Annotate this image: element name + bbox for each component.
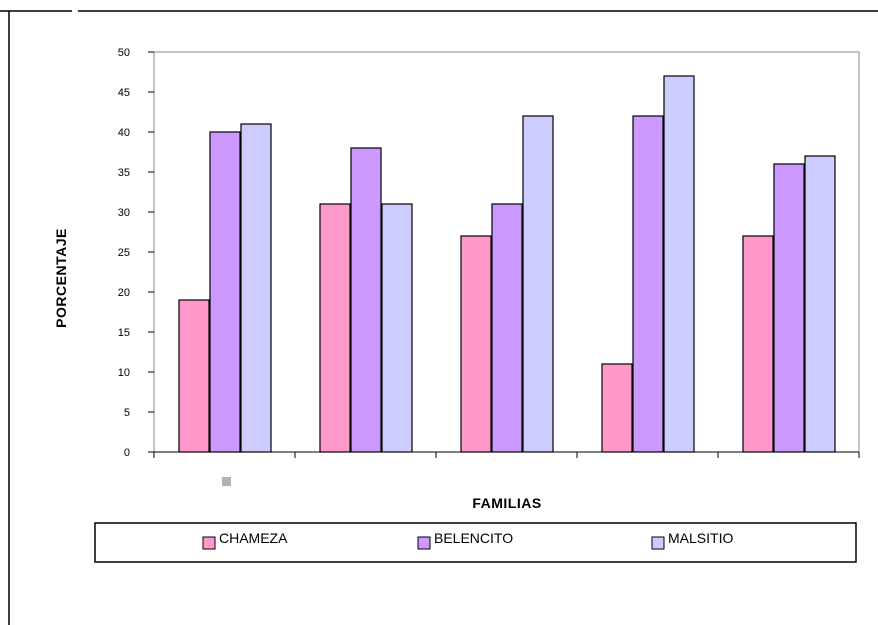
y-tick-label: 50 bbox=[118, 47, 130, 59]
bars-group bbox=[178, 75, 836, 453]
bar-chameza bbox=[319, 203, 351, 453]
stray-marker bbox=[222, 477, 231, 486]
bar-chameza bbox=[460, 235, 492, 453]
legend-label-malsitio: MALSITIO bbox=[668, 530, 733, 546]
plot-area: 0 5 10 15 20 25 30 35 40 45 50 bbox=[118, 47, 860, 459]
bar-belencito bbox=[350, 147, 382, 453]
y-tick-label: 0 bbox=[124, 447, 130, 459]
legend-label-chameza: CHAMEZA bbox=[219, 530, 288, 546]
legend-swatch-chameza bbox=[202, 536, 216, 550]
y-tick-label: 40 bbox=[118, 127, 130, 139]
bar-belencito bbox=[773, 163, 805, 453]
bar-chameza bbox=[601, 363, 633, 453]
y-tick-label: 5 bbox=[124, 407, 130, 419]
legend: CHAMEZA BELENCITO MALSITIO bbox=[94, 522, 857, 563]
bar-belencito bbox=[632, 115, 664, 453]
bar-chameza bbox=[178, 299, 210, 453]
bar-chameza bbox=[742, 235, 774, 453]
y-tick-label: 20 bbox=[118, 287, 130, 299]
legend-label-belencito: BELENCITO bbox=[434, 530, 513, 546]
y-tick-label: 25 bbox=[118, 247, 130, 259]
y-tick-label: 30 bbox=[118, 207, 130, 219]
bar-belencito bbox=[209, 131, 241, 453]
y-axis: 0 5 10 15 20 25 30 35 40 45 50 bbox=[118, 47, 154, 459]
x-axis bbox=[153, 451, 860, 458]
bar-malsitio bbox=[240, 123, 272, 453]
bar-belencito bbox=[491, 203, 523, 453]
bar-malsitio bbox=[663, 75, 695, 453]
y-tick-label: 15 bbox=[118, 327, 130, 339]
y-axis-title: PORCENTAJE bbox=[53, 228, 69, 328]
bar-malsitio bbox=[804, 155, 836, 453]
x-axis-title: FAMILIAS bbox=[472, 495, 541, 511]
bar-malsitio bbox=[522, 115, 554, 453]
y-tick-label: 35 bbox=[118, 167, 130, 179]
legend-swatch-belencito bbox=[417, 536, 431, 550]
y-tick-label: 45 bbox=[118, 87, 130, 99]
y-tick-label: 10 bbox=[118, 367, 130, 379]
legend-box bbox=[94, 522, 857, 563]
bar-malsitio bbox=[381, 203, 413, 453]
legend-swatch-malsitio bbox=[651, 536, 665, 550]
